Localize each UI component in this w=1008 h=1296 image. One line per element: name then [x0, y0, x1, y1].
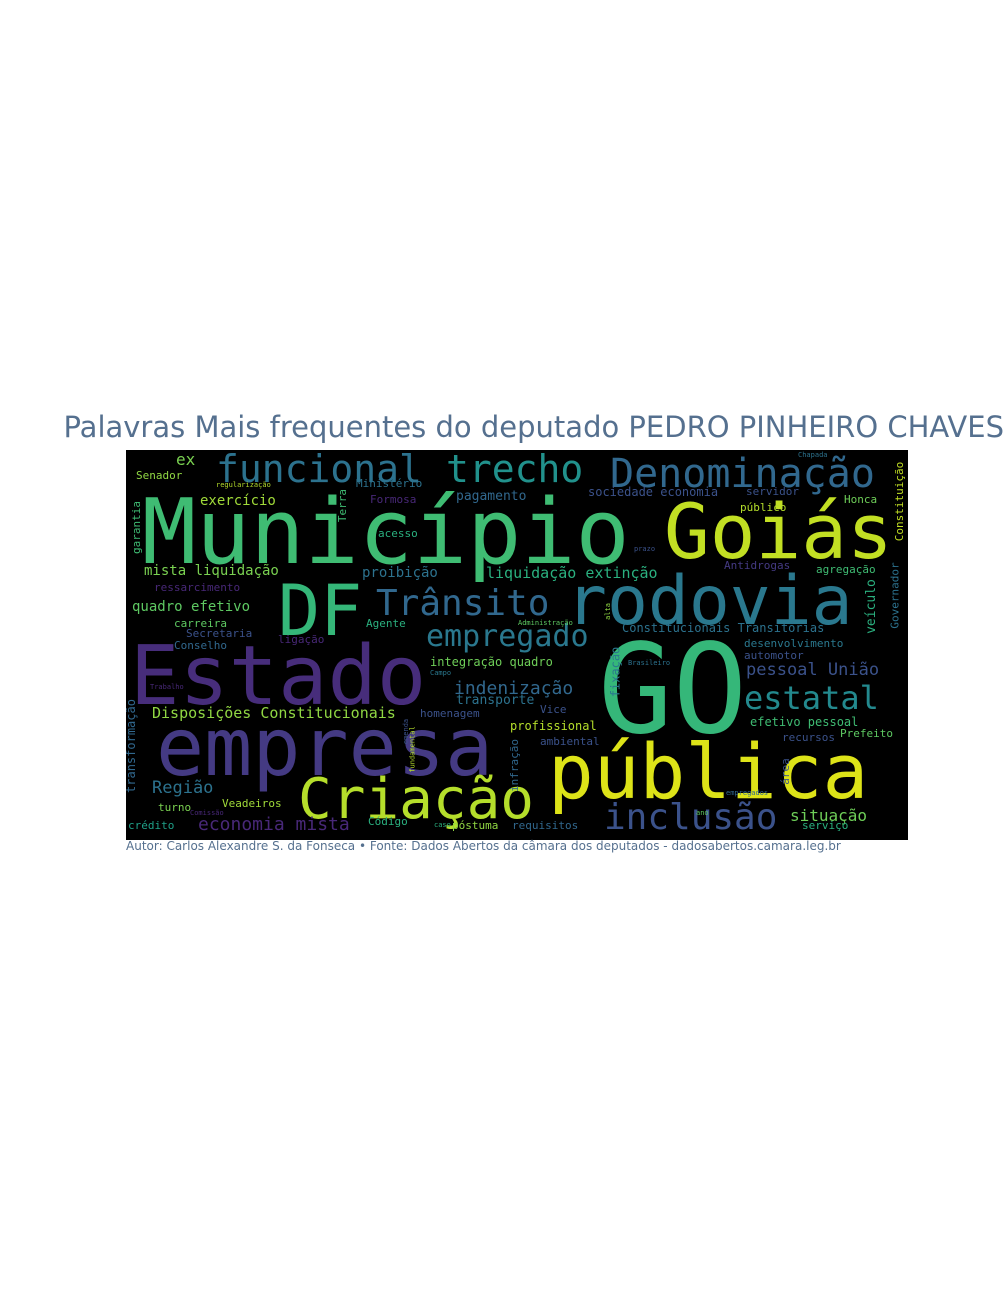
- cloud-word: Honca: [844, 493, 878, 506]
- cloud-word: pessoal União: [746, 660, 880, 680]
- cloud-word: ligação: [278, 633, 325, 646]
- cloud-word: pública: [548, 727, 869, 816]
- cloud-word: empregados: [726, 789, 769, 797]
- cloud-word: economia mista: [198, 814, 350, 835]
- cloud-word: indenização: [454, 678, 574, 699]
- cloud-word: Terra: [336, 488, 350, 523]
- cloud-word: garantia: [129, 501, 143, 554]
- cloud-word: homenagem: [420, 707, 480, 720]
- cloud-word: profissional: [510, 719, 597, 733]
- cloud-word: Constituição: [893, 461, 907, 542]
- cloud-word: recursos: [782, 731, 835, 744]
- cloud-word: Vice: [540, 703, 567, 716]
- cloud-word: Antidrogas: [724, 559, 791, 572]
- cloud-word: infração: [507, 739, 521, 792]
- cloud-word: GO: [598, 618, 748, 762]
- cloud-word: fundamental: [408, 726, 417, 773]
- cloud-word: situação: [790, 806, 868, 825]
- cloud-word: turno: [158, 801, 192, 814]
- cloud-word: requisitos: [512, 819, 579, 832]
- cloud-word: Denominação: [610, 451, 875, 497]
- cloud-word: Goiás: [664, 487, 893, 576]
- cloud-word: alta: [603, 603, 612, 620]
- cloud-word: efetivo pessoal: [750, 715, 859, 729]
- cloud-word: Trabalho: [150, 683, 184, 691]
- cloud-word: acesso: [378, 527, 418, 540]
- cloud-word: Prefeito: [840, 727, 893, 740]
- cloud-word: Trânsito: [376, 583, 550, 624]
- cloud-word: veículo: [863, 579, 879, 634]
- cloud-word: Administração: [518, 619, 573, 627]
- cloud-word: Ministério: [356, 477, 423, 490]
- cloud-word: automotor: [744, 649, 804, 662]
- cloud-word: Secretaria: [186, 627, 253, 640]
- cloud-word: agregação: [816, 563, 876, 576]
- cloud-word: público: [740, 501, 787, 514]
- cloud-word: caso: [434, 821, 451, 829]
- cloud-word: trecho: [446, 450, 584, 491]
- cloud-word: emenda: [402, 718, 411, 745]
- cloud-word: Senador: [136, 469, 183, 482]
- cloud-word: Chapada: [798, 451, 828, 459]
- cloud-word: DF: [278, 570, 363, 652]
- cloud-word: liquidação extinção: [486, 564, 658, 582]
- cloud-word: quadro efetivo: [132, 599, 251, 615]
- cloud-word: Constitucionais Transitórias: [622, 621, 825, 635]
- cloud-word: rodovia: [566, 562, 853, 641]
- cloud-word: crédito: [128, 819, 175, 832]
- cloud-word: Formosa: [370, 493, 417, 506]
- cloud-word: empresa: [156, 701, 494, 794]
- cloud-word: servidor: [746, 485, 799, 498]
- cloud-word: Disposições Constitucionais: [152, 704, 396, 722]
- cloud-word: estatal: [744, 679, 879, 717]
- cloud-word: Governador: [888, 562, 902, 629]
- credit-text: Autor: Carlos Alexandre S. da Fonseca • …: [126, 839, 841, 853]
- cloud-word: Código: [368, 815, 408, 828]
- cloud-word: Estado: [130, 629, 427, 724]
- cloud-word: funcional: [216, 450, 422, 491]
- cloud-word: proibição: [362, 565, 438, 581]
- cloud-word: Agente: [366, 617, 406, 630]
- cloud-word: Município: [142, 480, 630, 585]
- cloud-word: transformação: [126, 699, 138, 793]
- cloud-word: Comissão: [190, 809, 224, 817]
- cloud-word: exercício: [200, 493, 276, 509]
- cloud-word: carreira: [174, 617, 227, 630]
- cloud-word: mista liquidação: [144, 563, 279, 579]
- cloud-word: Campo: [430, 669, 452, 677]
- cloud-word: desenvolvimento: [744, 637, 844, 650]
- cloud-word: inclusão: [604, 797, 778, 838]
- cloud-word: empregado: [426, 619, 589, 654]
- cloud-word: Veadeiros: [222, 797, 282, 810]
- cloud-word: sociedade economia: [588, 485, 719, 499]
- cloud-word: Criação: [298, 767, 535, 832]
- cloud-word: fixação: [608, 646, 623, 698]
- cloud-word: ambiental: [540, 735, 600, 748]
- cloud-word: pagamento: [456, 489, 527, 504]
- cloud-word: ano: [696, 809, 709, 817]
- cloud-word: área: [778, 758, 792, 785]
- cloud-word: serviço: [802, 819, 849, 832]
- cloud-word: transporte: [456, 693, 535, 708]
- word-cloud: Município Goiás GO pública Estado empresa rodo…: [126, 450, 908, 840]
- cloud-word: Brasileiro: [628, 659, 671, 667]
- cloud-word: regularização: [216, 481, 271, 489]
- cloud-word: ex: [176, 450, 196, 469]
- cloud-word: ressarcimento: [154, 581, 241, 594]
- cloud-word: Região: [152, 778, 214, 798]
- cloud-word: Conselho: [174, 639, 227, 652]
- cloud-word: integração quadro: [430, 655, 553, 669]
- cloud-word: póstuma: [452, 819, 499, 832]
- cloud-word: prazo: [634, 545, 656, 553]
- chart-title: Palavras Mais frequentes do deputado PED…: [63, 410, 1004, 444]
